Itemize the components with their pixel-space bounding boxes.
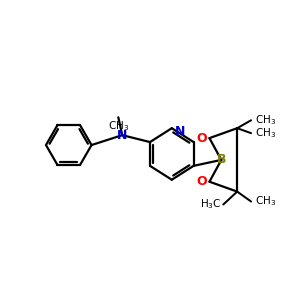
Text: CH$_3$: CH$_3$ — [108, 119, 129, 133]
Text: H$_3$C: H$_3$C — [200, 198, 221, 212]
Text: O: O — [197, 132, 208, 145]
Text: N: N — [117, 129, 128, 142]
Text: O: O — [197, 175, 208, 188]
Text: N: N — [175, 125, 185, 138]
Text: CH$_3$: CH$_3$ — [255, 126, 276, 140]
Text: B: B — [217, 153, 226, 167]
Text: CH$_3$: CH$_3$ — [255, 113, 276, 127]
Text: CH$_3$: CH$_3$ — [255, 195, 276, 208]
